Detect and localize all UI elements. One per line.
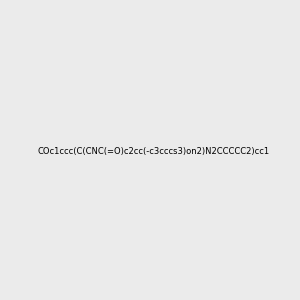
Text: COc1ccc(C(CNC(=O)c2cc(-c3cccs3)on2)N2CCCCC2)cc1: COc1ccc(C(CNC(=O)c2cc(-c3cccs3)on2)N2CCC…: [38, 147, 270, 156]
